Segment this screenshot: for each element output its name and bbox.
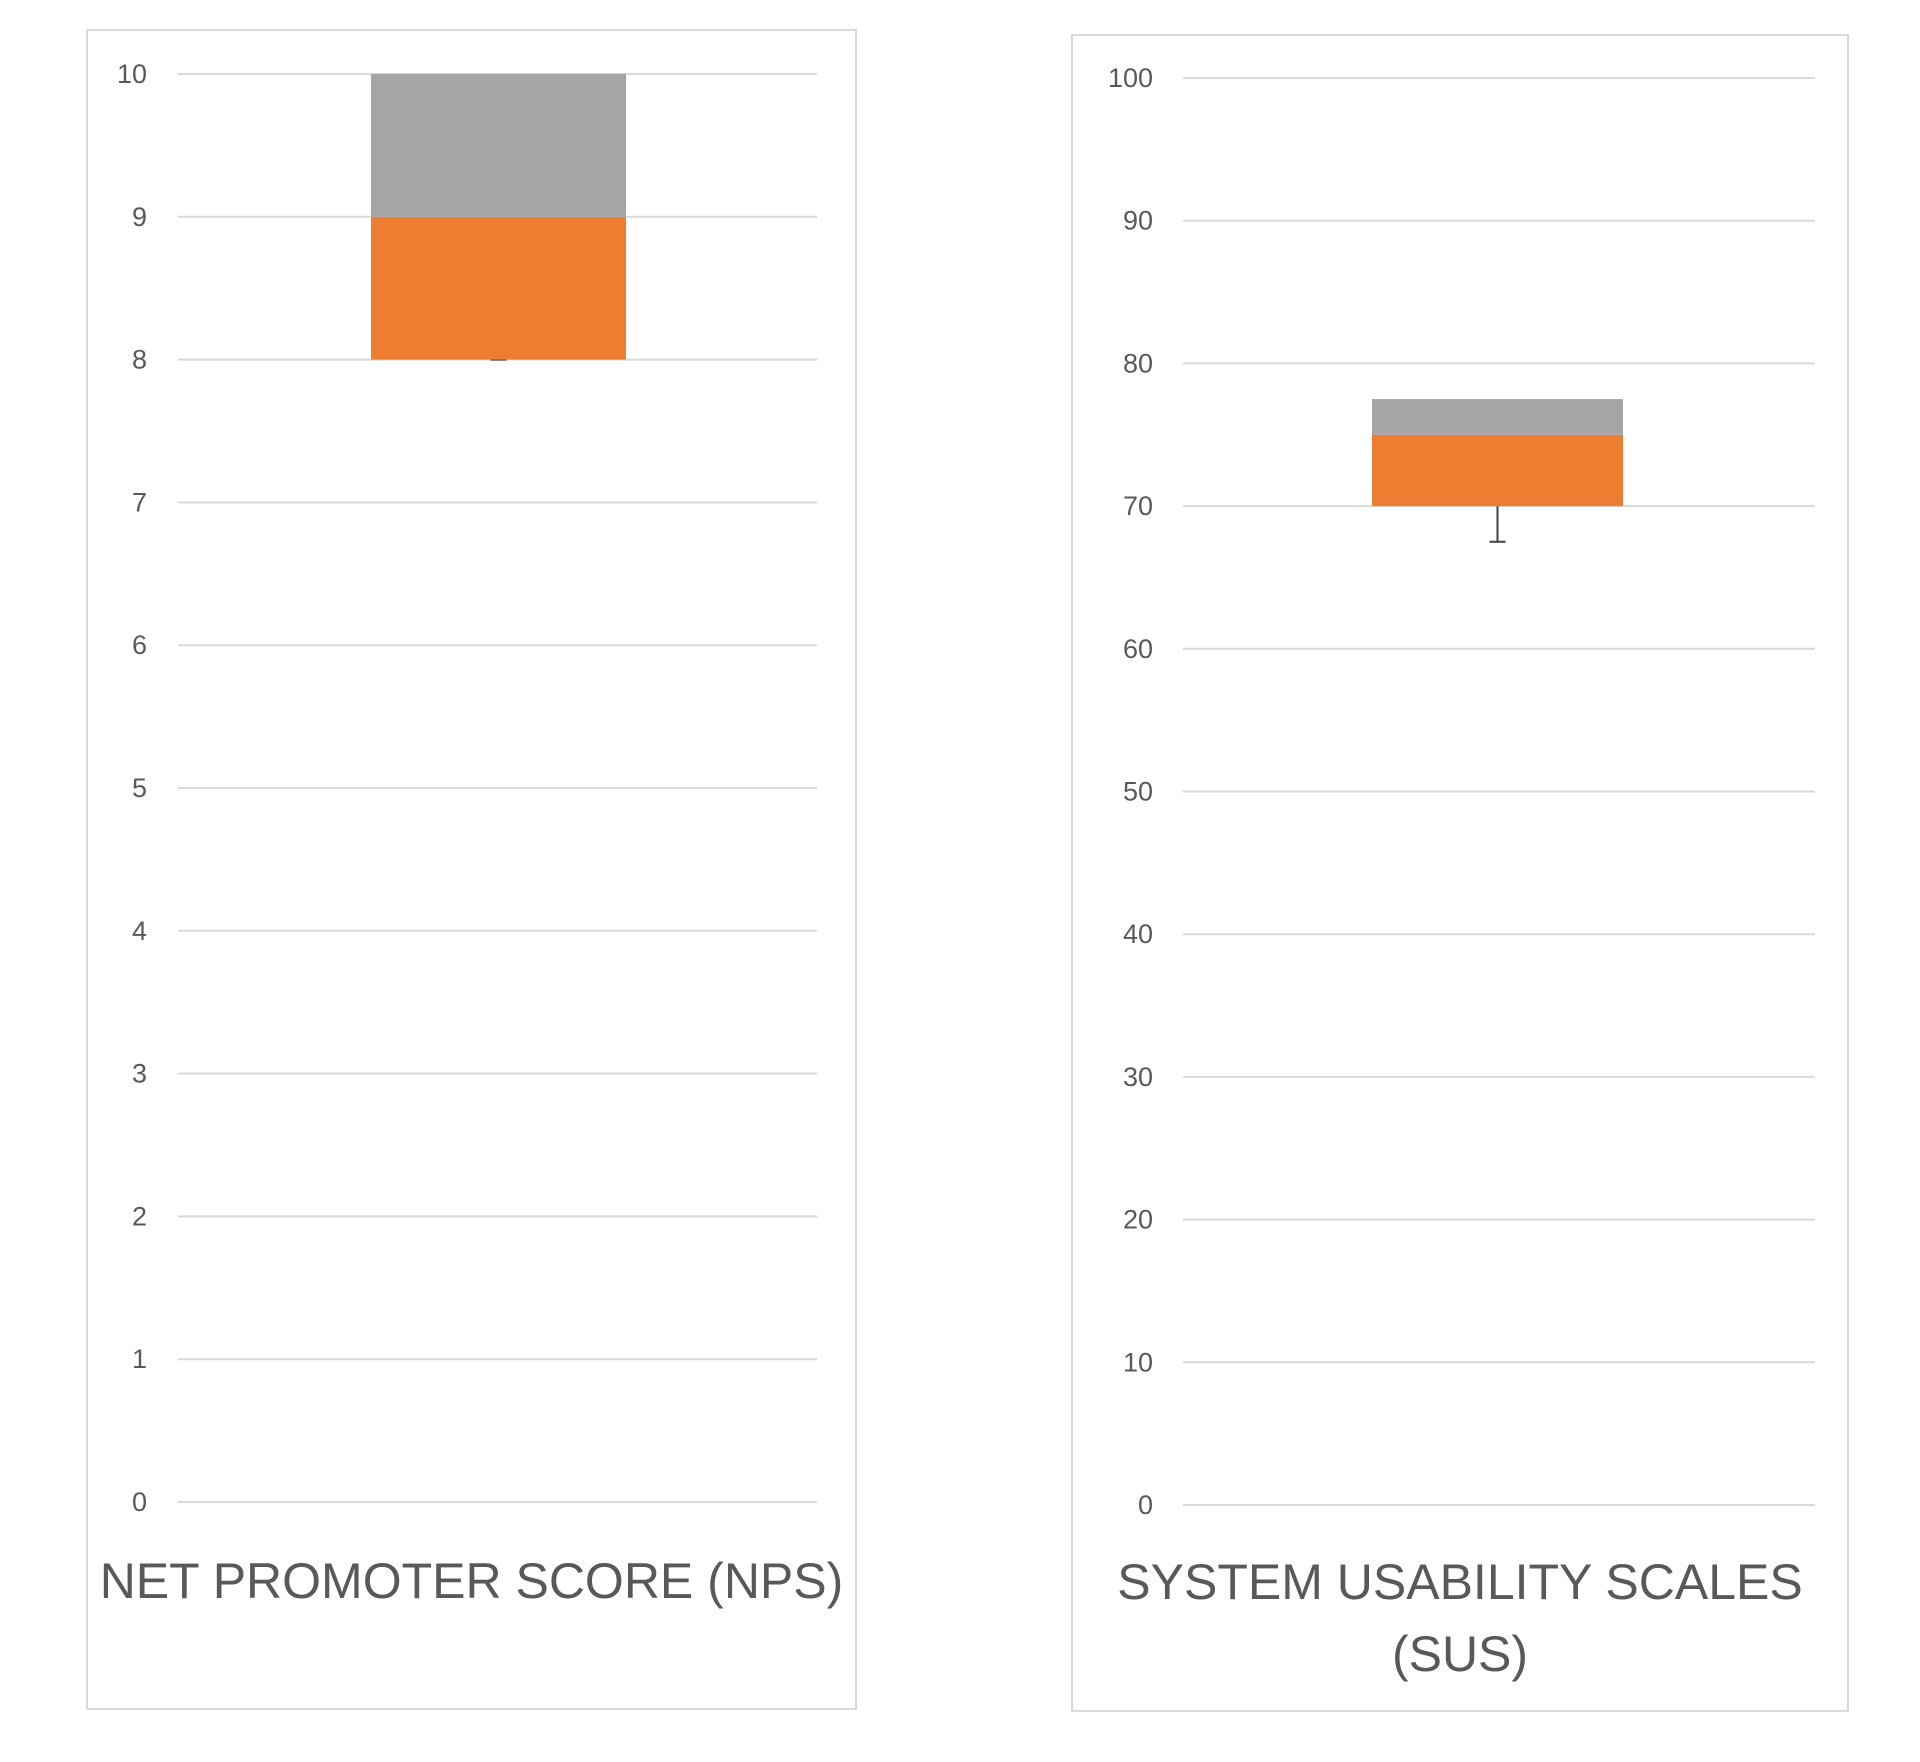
sus-y-tick-label: 70	[1123, 491, 1153, 521]
sus-y-tick-label: 0	[1138, 1490, 1153, 1520]
sus-y-tick-label: 90	[1123, 206, 1153, 236]
nps-y-tick-label: 10	[117, 59, 147, 89]
nps-y-tick-label: 5	[132, 773, 147, 803]
nps-y-tick-label: 9	[132, 202, 147, 232]
nps-y-tick-label: 0	[132, 1487, 147, 1517]
sus-y-tick-label: 10	[1123, 1347, 1153, 1377]
sus-category-label: SYSTEM USABILITY SCALES (SUS)	[1117, 1554, 1803, 1682]
nps-y-tick-label: 6	[132, 630, 147, 660]
nps-y-tick-label: 3	[132, 1059, 147, 1089]
sus-chart-plot: 0 10 20 30 40 50 60 70 80 90 100	[1108, 63, 1815, 1520]
nps-y-tick-label: 8	[132, 345, 147, 375]
nps-chart-panel: 0 1 2 3 4 5 6 7 8 9 10 NET PROMOTER SCORE (NPS)	[86, 29, 857, 1710]
sus-y-tick-label: 40	[1123, 919, 1153, 949]
nps-y-tick-label: 4	[132, 916, 147, 946]
sus-y-tick-label: 80	[1123, 348, 1153, 378]
nps-chart-plot: 0 1 2 3 4 5 6 7 8 9 10	[117, 59, 817, 1517]
sus-chart-panel: 0 10 20 30 40 50 60 70 80 90 100 SYSTEM USABILITY …	[1071, 34, 1849, 1712]
sus-y-tick-label: 60	[1123, 634, 1153, 664]
sus-y-tick-label: 20	[1123, 1205, 1153, 1235]
sus-y-tick-label: 50	[1123, 777, 1153, 807]
nps-y-tick-label: 1	[132, 1344, 147, 1374]
nps-box-upper-segment	[371, 74, 626, 217]
sus-box-lower-segment	[1372, 434, 1623, 507]
nps-y-tick-label: 7	[132, 487, 147, 517]
sus-y-tick-label: 100	[1108, 63, 1153, 93]
sus-y-tick-label: 30	[1123, 1062, 1153, 1092]
nps-category-label: NET PROMOTER SCORE (NPS)	[99, 1553, 844, 1609]
nps-box-lower-segment	[371, 216, 626, 360]
nps-y-tick-label: 2	[132, 1201, 147, 1231]
sus-box-upper-segment	[1372, 399, 1623, 435]
